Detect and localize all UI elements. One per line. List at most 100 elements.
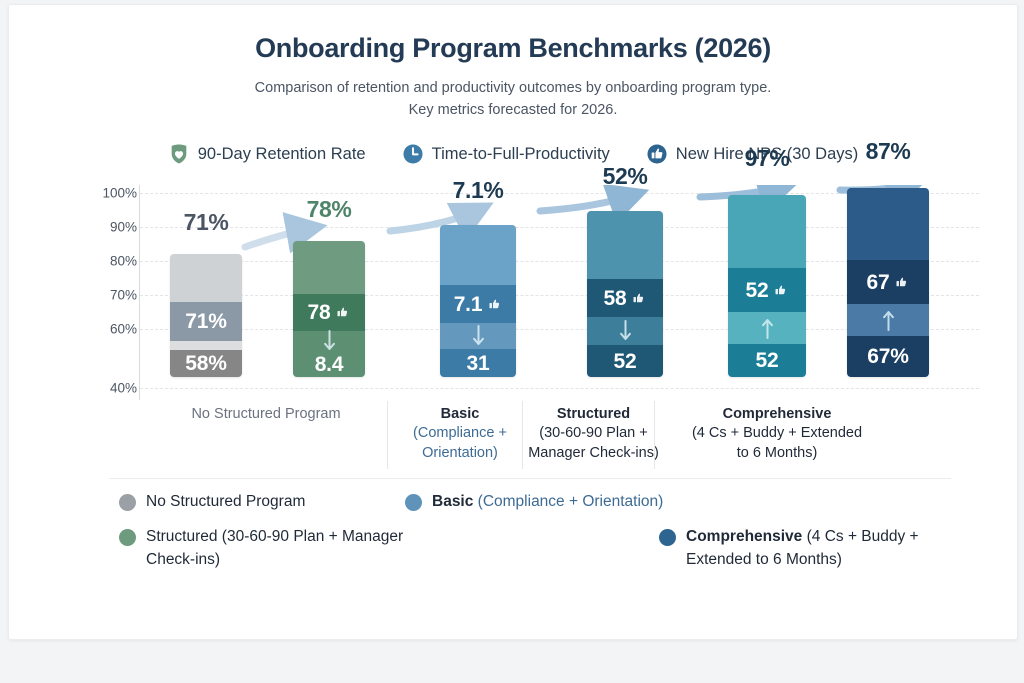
gridline-3	[140, 295, 979, 296]
bar-segment-value: 67	[847, 260, 929, 304]
y-tick-label-1: 90%	[109, 219, 137, 235]
y-tick-label-3: 70%	[109, 287, 137, 303]
trend-arrow-down-icon	[323, 330, 336, 352]
x-axis-categories: No Structured Program Basic (Compliance + O…	[140, 401, 963, 473]
thumbs-up-icon	[894, 275, 909, 290]
legend-color-dot	[119, 529, 136, 547]
legend-color-dot	[659, 529, 676, 547]
metric-legend-label: 90-Day Retention Rate	[197, 144, 366, 163]
bar-mid-value: 7.1	[453, 292, 483, 316]
bar-segment-value: 78	[293, 294, 365, 331]
subtitle-line-2: Key metrics forecasted for 2026.	[408, 102, 618, 119]
bar-segment-top	[587, 211, 663, 279]
plot-area: 100% 90% 80% 70% 60% 40% 71% 71% 58% 78% 78 8.4 7.1…	[89, 138, 979, 400]
gridline-4	[140, 329, 979, 330]
bar-segment-top	[728, 195, 806, 268]
legend-divider	[109, 478, 951, 479]
trend-arrow-up-icon	[761, 317, 774, 339]
bar-top-label-0: 71%	[183, 209, 229, 235]
legend-row-2: Structured (30-60-90 Plan + Manager Chec…	[119, 526, 951, 571]
metric-legend-item-2[interactable]: New Hire NPS (30 Days)	[646, 143, 858, 165]
bar-segment-arrow	[170, 341, 242, 350]
bar-segment-top	[440, 225, 516, 285]
x-category-sub: (4 Cs + Buddy + Extended	[691, 425, 863, 442]
x-category-sub: (30-60-90 Plan +	[539, 425, 648, 442]
bar-segment-arrow	[587, 317, 663, 345]
bar-segment-bottom: 67%	[847, 336, 929, 377]
legend-item-1[interactable]: Basic (Compliance + Orientation)	[405, 491, 663, 513]
bar-group: 71% 71% 58% 78% 78 8.4 7.1% 7.1 31 52% 58 52 97% 52 52…	[140, 138, 979, 400]
metric-legend-label: New Hire NPS (30 Days)	[675, 144, 859, 163]
bar-5[interactable]: 67 67%	[847, 188, 929, 377]
bar-segment-value: 71%	[170, 302, 242, 341]
bar-segment-arrow	[728, 312, 806, 344]
y-tick-label-0: 100%	[102, 185, 137, 201]
bar-top-label-1: 78%	[306, 196, 352, 222]
gridline-1	[140, 227, 979, 228]
gridline-2	[140, 261, 979, 262]
legend-item-3[interactable]: Comprehensive (4 Cs + Buddy + Extended t…	[659, 526, 948, 571]
bar-mid-value: 78	[307, 301, 331, 324]
y-tick-label-4: 60%	[109, 321, 137, 337]
x-category-sub: (Compliance +	[413, 425, 507, 442]
legend-label: Comprehensive (4 Cs + Buddy + Extended t…	[686, 528, 919, 568]
bar-1[interactable]: 78 8.4	[293, 241, 365, 377]
bar-top-label-2: 7.1%	[452, 177, 504, 203]
bar-segment-arrow	[293, 330, 365, 352]
thumbs-up-icon	[335, 305, 350, 320]
bar-bottom-value: 58%	[185, 352, 227, 375]
legend-color-dot	[405, 494, 422, 511]
x-category-sub: Manager Check-ins)	[528, 444, 659, 461]
bar-top-label-4: 97%	[744, 145, 790, 171]
shield-heart-icon	[168, 143, 190, 165]
y-axis-line	[139, 185, 140, 400]
page-title: Onboarding Program Benchmarks (2026)	[255, 33, 771, 63]
metric-legend: 90-Day Retention Rate Time-to-Full-Produc…	[9, 143, 1017, 165]
gridline-5	[140, 388, 979, 389]
x-category-sub: to 6 Months)	[736, 444, 818, 461]
bar-segment-top	[293, 241, 365, 294]
clock-icon	[402, 143, 424, 165]
y-tick-label-5: 40%	[109, 380, 137, 396]
bar-2[interactable]: 7.1 31	[440, 225, 516, 377]
bar-mid-value: 58	[603, 286, 627, 310]
bar-bottom-value: 52	[613, 349, 637, 373]
x-category-separator-2	[522, 401, 523, 469]
x-category-name: Structured	[556, 406, 631, 422]
page-subtitle: Comparison of retention and productivity…	[9, 77, 1017, 122]
subtitle-line-1: Comparison of retention and productivity…	[254, 80, 772, 96]
y-tick-label-2: 80%	[109, 253, 137, 269]
bar-segment-bottom: 31	[440, 349, 516, 377]
bar-bottom-value: 31	[466, 351, 490, 375]
legend-label: Structured (30-60-90 Plan + Manager Chec…	[146, 528, 404, 568]
bar-mid-value: 71%	[185, 310, 227, 333]
bar-segment-top	[847, 188, 929, 260]
x-category-3: Comprehensive (4 Cs + Buddy + Extended to …	[660, 405, 894, 463]
legend-color-dot	[119, 494, 136, 511]
thumbs-up-icon	[646, 143, 668, 165]
x-category-sub: Orientation)	[422, 444, 498, 461]
y-axis-labels: 100% 90% 80% 70% 60% 40%	[89, 185, 137, 400]
x-category-separator-1	[387, 401, 388, 469]
x-category-1: Basic (Compliance + Orientation)	[393, 405, 527, 463]
bar-segment-bottom: 52	[728, 344, 806, 377]
thumbs-up-icon	[487, 297, 502, 312]
x-category-name: No Structured Program	[191, 406, 341, 422]
metric-legend-label: Time-to-Full-Productivity	[431, 144, 610, 163]
trend-arrow-up-icon	[882, 309, 895, 331]
bar-4[interactable]: 52 52	[728, 195, 806, 377]
bar-segment-bottom: 8.4	[293, 351, 365, 377]
bar-3[interactable]: 58 52	[587, 211, 663, 377]
metric-legend-item-1[interactable]: Time-to-Full-Productivity	[402, 143, 610, 165]
metric-legend-item-0[interactable]: 90-Day Retention Rate	[168, 143, 366, 165]
legend-item-2[interactable]: Structured (30-60-90 Plan + Manager Chec…	[119, 526, 659, 571]
bar-segment-bottom: 52	[587, 345, 663, 377]
chart-card: Onboarding Program Benchmarks (2026) Com…	[8, 4, 1018, 640]
bar-top-label-5: 87%	[865, 138, 911, 164]
bar-segment-value: 7.1	[440, 285, 516, 323]
legend-item-0[interactable]: No Structured Program	[119, 491, 405, 513]
bar-mid-value: 67	[866, 270, 890, 294]
trend-arrow-down-icon	[619, 320, 632, 342]
bar-segment-bottom: 58%	[170, 350, 242, 377]
bar-0[interactable]: 71% 58%	[170, 254, 242, 377]
